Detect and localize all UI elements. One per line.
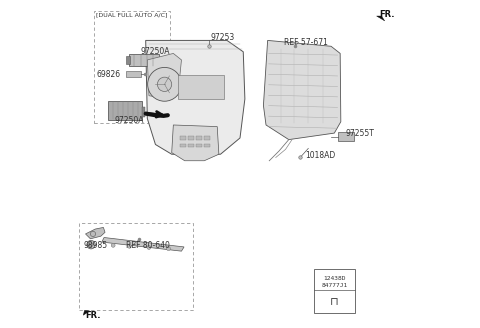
Circle shape — [147, 245, 151, 249]
Text: 97255T: 97255T — [346, 129, 374, 138]
Bar — [180, 144, 186, 147]
Bar — [126, 56, 131, 65]
Bar — [196, 136, 202, 140]
Circle shape — [89, 243, 93, 247]
Text: ⊓: ⊓ — [330, 297, 339, 307]
Bar — [178, 74, 224, 99]
Bar — [180, 136, 186, 140]
Circle shape — [87, 240, 95, 249]
Bar — [337, 132, 354, 141]
Text: 84777J1: 84777J1 — [321, 283, 348, 288]
Bar — [142, 107, 145, 117]
Text: 97253: 97253 — [210, 33, 234, 42]
Circle shape — [90, 231, 96, 236]
Bar — [204, 144, 210, 147]
Text: 1018AD: 1018AD — [305, 151, 336, 160]
Text: REF 57-671: REF 57-671 — [284, 37, 328, 47]
Text: REF 80-640: REF 80-640 — [126, 241, 169, 251]
Text: 98985: 98985 — [83, 241, 108, 251]
Bar — [188, 144, 194, 147]
Circle shape — [157, 77, 172, 92]
Bar — [204, 136, 210, 140]
Bar — [94, 11, 170, 123]
Bar — [314, 269, 355, 313]
Polygon shape — [146, 40, 245, 154]
Circle shape — [128, 244, 132, 248]
Text: FR.: FR. — [85, 311, 101, 320]
Bar — [196, 144, 202, 147]
Polygon shape — [83, 310, 90, 315]
Circle shape — [167, 247, 170, 251]
Text: 97250A: 97250A — [115, 115, 144, 125]
Polygon shape — [102, 237, 184, 251]
Bar — [130, 54, 159, 67]
Text: [DUAL FULL AUTO A/C]: [DUAL FULL AUTO A/C] — [96, 13, 168, 18]
Bar — [188, 136, 194, 140]
Circle shape — [111, 243, 115, 247]
Polygon shape — [264, 40, 341, 140]
Text: 12438D: 12438D — [323, 276, 346, 281]
Text: FR.: FR. — [379, 10, 395, 18]
Circle shape — [148, 68, 181, 101]
Bar — [126, 71, 141, 77]
Bar — [79, 222, 193, 310]
Text: 97250A: 97250A — [141, 47, 170, 56]
Bar — [108, 101, 143, 120]
Polygon shape — [172, 125, 219, 161]
Polygon shape — [85, 227, 105, 239]
Text: 69826: 69826 — [96, 70, 120, 79]
Polygon shape — [377, 16, 385, 21]
Polygon shape — [147, 53, 181, 99]
